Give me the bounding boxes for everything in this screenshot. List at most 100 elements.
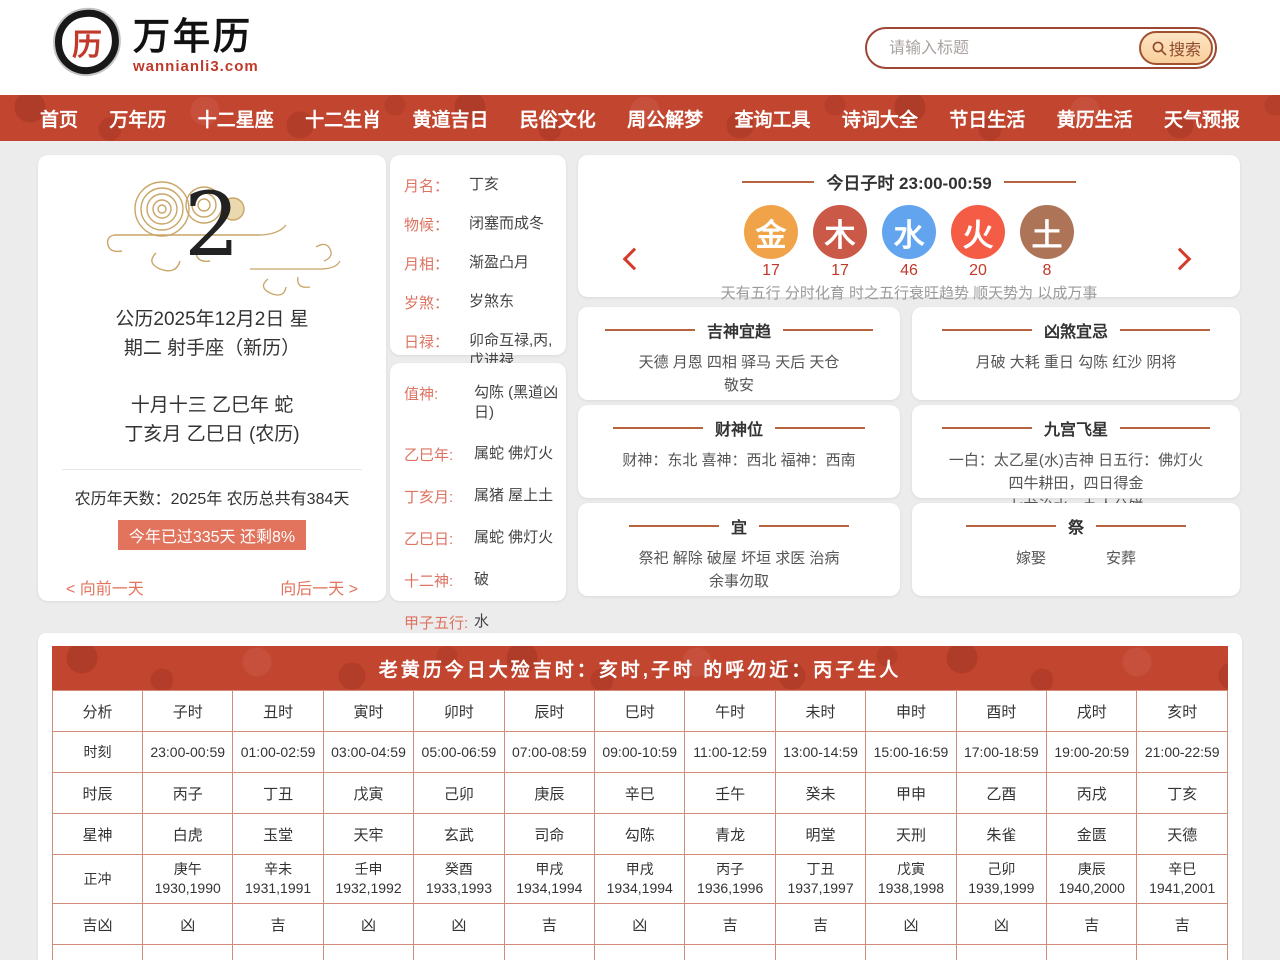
info-card-title: 九宫飞星 (1043, 422, 1108, 439)
title-rule (965, 525, 1056, 527)
nav-item-1[interactable]: 万年历 (109, 109, 167, 131)
table-header-cell: 申时 (865, 690, 957, 732)
table-cell: 凶 (322, 903, 415, 945)
info-label: 十二神: (404, 573, 454, 590)
info-value: 丁亥 (469, 176, 500, 193)
title-rule (612, 427, 703, 429)
info-card-title: 宜 (730, 520, 747, 537)
table-cell (774, 944, 867, 960)
nav-item-11[interactable]: 天气预报 (1163, 109, 1240, 131)
title-rule (941, 329, 1032, 331)
nav-item-2[interactable]: 十二星座 (197, 109, 274, 131)
table-cell (684, 944, 776, 960)
gregorian-date-line2: 期二 射手座（新历） (123, 338, 301, 359)
search-box: 搜索 (865, 27, 1217, 69)
info-label: 岁煞： (404, 295, 450, 312)
wuxing-elements: 金 17 木 17 水 46 火 20 土 8 (578, 205, 1240, 280)
nav-item-8[interactable]: 诗词大全 (841, 109, 918, 131)
site-domain: wannianli3.com (133, 58, 259, 75)
title-rule (604, 329, 695, 331)
wuxing-element-0: 金 17 (744, 205, 798, 280)
info-card-line: 财神：东北 喜神：西北 福神：西南 (622, 452, 856, 469)
wuxing-caption: 天有五行 分时化育 时之五行衰旺趋势 顺天势为 以成万事 (720, 285, 1098, 302)
table-header-cell: 巳时 (594, 690, 686, 732)
info-label: 月名： (404, 178, 450, 195)
table-header-cell: 丑时 (232, 690, 324, 732)
element-value: 17 (831, 262, 849, 279)
nav-item-10[interactable]: 黄历生活 (1056, 109, 1133, 131)
table-header-cell: 酉时 (955, 690, 1048, 732)
element-value: 20 (969, 262, 987, 279)
title-rule (783, 329, 873, 331)
search-button[interactable]: 搜索 (1139, 31, 1213, 65)
table-cell (503, 944, 596, 960)
nav-item-6[interactable]: 周公解梦 (627, 109, 704, 131)
table-header-cell: 辰时 (503, 690, 596, 732)
nav-item-7[interactable]: 查询工具 (734, 109, 811, 131)
info-card-title: 吉神宜趋 (706, 324, 771, 341)
info-value: 破 (474, 571, 490, 588)
table-row-shichen: 时辰 丙子 丁丑 戊寅 己卯 庚辰 辛巳 壬午 癸未 甲申 乙酉 丙戌 丁亥 (52, 772, 1228, 814)
day-info-card: 值神: 勾陈 (黑道凶日) 乙巳年: 属蛇 佛灯火 丁亥月: 属猪 屋上土 乙巳日: 属蛇 佛… (390, 363, 566, 632)
info-value: 岁煞东 (469, 293, 515, 310)
wuxing-card: 今日子时 23:00-00:59 金 17 木 17 水 46 火 20 土 8 天有五行 分时化… (578, 155, 1240, 302)
table-row-zhengchong: 正冲 庚午 1930,1990 辛未 1931,1991 壬申 1932,1992 癸酉… (52, 854, 1228, 904)
element-circle-icon: 木 (813, 205, 867, 259)
info-card-2: 财神位财神：东北 喜神：西北 福神：西南 (578, 405, 900, 498)
info-value: 渐盈凸月 (469, 254, 530, 271)
right-column: 今日子时 23:00-00:59 金 17 木 17 水 46 火 20 土 8 天有五行 分时化… (578, 155, 1240, 596)
lunar-date-line2: 丁亥月 乙巳日 (农历) (124, 424, 300, 445)
info-label: 丁亥月: (404, 489, 454, 506)
nav-item-9[interactable]: 节日生活 (949, 109, 1026, 131)
site-logo[interactable]: 历 万年历 wannianli3.com (51, 6, 259, 78)
nav-item-0[interactable]: 首页 (40, 109, 79, 131)
title-rule (628, 525, 719, 527)
table-cell: 凶 (955, 903, 1048, 945)
info-card-line: 余事勿取 (708, 573, 769, 590)
next-day-link[interactable]: 向后一天 > (280, 581, 358, 598)
table-cell: 吉 (1136, 903, 1228, 945)
table-cell: 天牢 (322, 813, 415, 855)
nav-item-4[interactable]: 黄道吉日 (412, 109, 489, 131)
table-header-cell: 未时 (774, 690, 867, 732)
table-cell (322, 944, 415, 960)
table-cell: 玄武 (413, 813, 505, 855)
table-cell: 03:00-04:59 (322, 731, 415, 773)
info-card-title: 凶煞宜忌 (1043, 324, 1108, 341)
info-value: 闭塞而成冬 (469, 215, 545, 232)
element-circle-icon: 火 (951, 205, 1005, 259)
nav-item-5[interactable]: 民俗文化 (519, 109, 596, 131)
info-row: 值神: 勾陈 (黑道凶日) (404, 383, 566, 423)
element-circle-icon: 土 (1020, 205, 1074, 259)
info-card-line: 天德 月恩 四相 驿马 天后 天仓 (638, 354, 840, 371)
table-cell (1046, 944, 1138, 960)
year-progress-badge: 今年已过335天 还剩8% (117, 520, 307, 550)
wuxing-element-3: 火 20 (951, 205, 1005, 280)
prev-day-link[interactable]: < 向前一天 (66, 581, 144, 598)
element-circle-icon: 水 (882, 205, 936, 259)
search-input[interactable] (889, 37, 1099, 61)
table-cell: 癸未 (774, 772, 867, 814)
middle-column: 月名： 丁亥 物候： 闭塞而成冬 月相： 渐盈凸月 岁煞： 岁煞东 日禄： 卯命互禄,丙,戊进禄 … (390, 155, 566, 632)
date-card-divider (62, 469, 362, 470)
info-card-lines: 祭祀 解除 破屋 坏垣 求医 治病 余事勿取 (578, 547, 900, 593)
table-cell: 甲戌 1934,1994 (503, 854, 596, 904)
info-row: 月名： 丁亥 (404, 175, 566, 196)
nav-item-3[interactable]: 十二生肖 (305, 109, 382, 131)
info-value: 属蛇 佛灯火 (474, 529, 554, 546)
info-card-lines: 月破 大耗 重日 勾陈 红沙 阴将 (912, 351, 1240, 374)
table-cell: 庚午 1930,1990 (141, 854, 234, 904)
site-title: 万年历 (133, 16, 253, 57)
table-cell: 吉 (1046, 903, 1138, 945)
table-cell: 辛未 1931,1991 (232, 854, 324, 904)
table-cell: 金匮 (1046, 813, 1138, 855)
info-card-title-row: 财神位 (578, 416, 900, 440)
table-cell: 21:00-22:59 (1136, 731, 1228, 773)
info-cards-grid: 吉神宜趋 天德 月恩 四相 驿马 天后 天仓 敬安 凶煞宜忌 月破 大耗 重日 勾陈 红… (578, 307, 1240, 596)
search-button-label: 搜索 (1168, 42, 1201, 59)
table-header-row: 分析 子时 丑时 寅时 卯时 辰时 巳时 午时 未时 申时 酉时 戌时 亥时 (52, 690, 1228, 732)
table-cell: 01:00-02:59 (232, 731, 324, 773)
table-cell: 庚辰 1940,2000 (1046, 854, 1138, 904)
